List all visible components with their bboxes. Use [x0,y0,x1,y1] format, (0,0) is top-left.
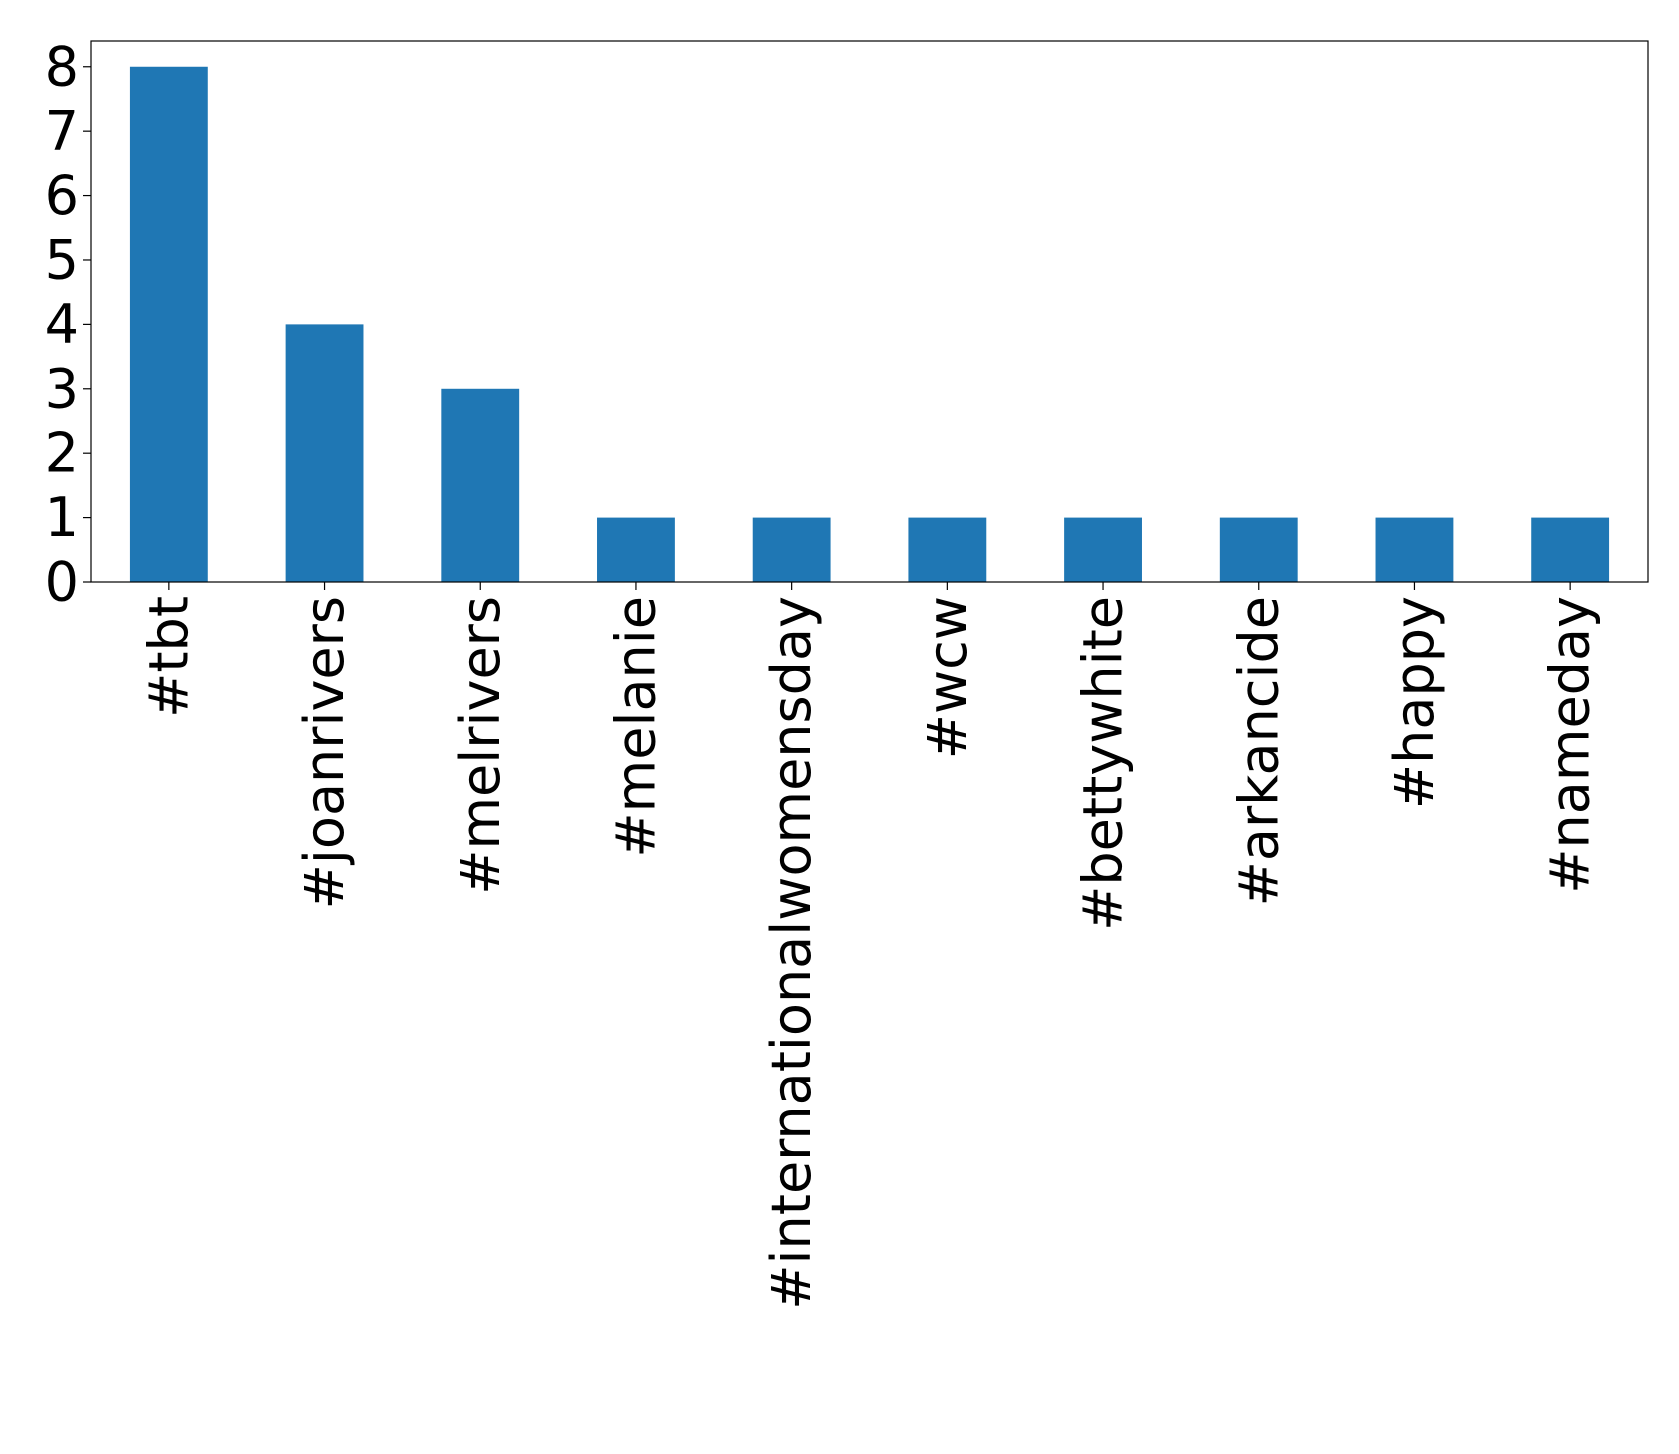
bar [285,324,364,582]
bar [129,66,208,582]
bar [1375,517,1454,582]
x-tick-label: #arkancide [1227,596,1290,906]
y-tick-label: 1 [45,486,79,549]
bar [908,517,987,582]
bar [1531,517,1610,582]
x-tick-label: #melrivers [449,596,512,895]
bar [1219,517,1298,582]
x-tick-label: #happy [1383,596,1446,809]
y-tick-label: 8 [45,35,79,98]
x-tick-label: #internationalwomensday [760,596,823,1310]
bar [597,517,675,582]
y-tick-label: 4 [45,293,79,356]
x-tick-label: #wcw [916,596,979,759]
y-tick-label: 5 [45,228,79,291]
x-tick-label: #tbt [137,596,200,718]
bar [752,517,831,582]
bar [441,388,520,582]
y-tick-label: 7 [45,100,79,163]
y-tick-label: 2 [45,422,79,485]
y-tick-label: 0 [45,551,79,614]
y-tick-label: 3 [45,357,79,420]
plot-frame [90,40,1649,583]
y-tick-label: 6 [45,164,79,227]
x-tick-label: #bettywhite [1072,596,1135,931]
x-tick-label: #nameday [1539,596,1602,894]
bar [1064,517,1142,582]
x-tick-label: #melanie [604,596,667,858]
x-tick-label: #joanrivers [293,596,356,909]
